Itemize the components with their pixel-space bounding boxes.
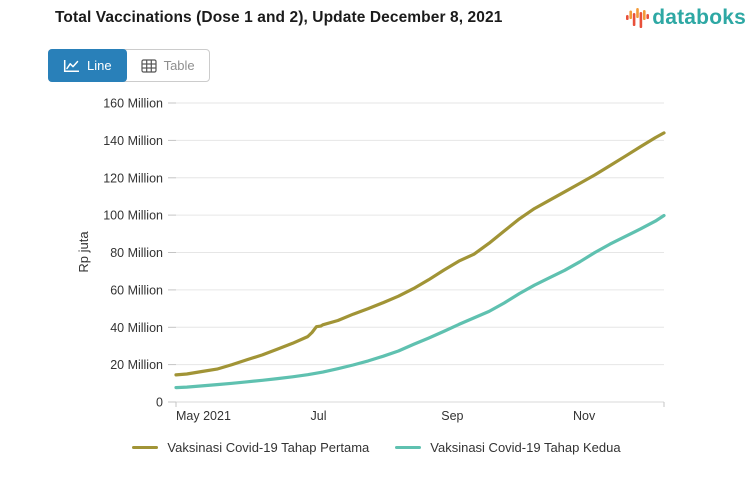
- page-title: Total Vaccinations (Dose 1 and 2), Updat…: [55, 9, 503, 26]
- chart-legend: Vaksinasi Covid-19 Tahap Pertama Vaksinas…: [0, 440, 753, 455]
- table-view-label: Table: [163, 58, 195, 73]
- x-axis-tick-label: Sep: [441, 409, 463, 423]
- x-axis-tick-label: May 2021: [176, 409, 231, 423]
- line-chart-icon: [63, 59, 79, 72]
- x-axis-tick-label: Nov: [573, 409, 596, 423]
- logo-bar: [646, 14, 650, 19]
- line-view-label: Line: [87, 58, 112, 73]
- y-axis-tick-label: 60 Million: [110, 283, 163, 297]
- logo-bar: [633, 13, 636, 26]
- vaccination-line-chart: Rp juta 0 20 Million 40 Million 60 Million 8…: [76, 97, 666, 423]
- y-axis-tick-label: 0: [156, 396, 163, 410]
- y-axis-tick-label: 100 Million: [103, 209, 163, 223]
- series-line-1[interactable]: [174, 131, 666, 377]
- series-line-2[interactable]: [174, 213, 666, 390]
- y-axis-tick-label: 40 Million: [110, 321, 163, 335]
- line-view-button[interactable]: Line: [48, 49, 127, 82]
- legend-dash: [395, 446, 422, 449]
- x-axis-tick-label: Jul: [311, 409, 327, 423]
- legend-item[interactable]: Vaksinasi Covid-19 Tahap Kedua: [395, 440, 621, 455]
- logo-bar: [636, 8, 640, 18]
- logo-bar: [626, 15, 629, 20]
- y-axis-tick-label: 20 Million: [110, 358, 163, 372]
- table-view-button[interactable]: Table: [127, 50, 209, 81]
- databoks-logo[interactable]: databoks: [626, 5, 746, 31]
- y-axis-tick-label: 80 Million: [110, 246, 163, 260]
- logo-bar: [629, 10, 633, 19]
- table-grid-icon: [140, 58, 157, 73]
- y-axis-tick-label: 140 Million: [103, 134, 163, 148]
- legend-label: Vaksinasi Covid-19 Tahap Pertama: [167, 440, 370, 455]
- legend-item[interactable]: Vaksinasi Covid-19 Tahap Pertama: [132, 440, 369, 455]
- databoks-logo-text: databoks: [652, 6, 746, 29]
- databoks-pulse-icon: [626, 8, 650, 28]
- legend-dash: [132, 446, 159, 449]
- y-axis-tick-label: 160 Million: [103, 97, 163, 111]
- y-axis-tick-label: 120 Million: [103, 171, 163, 185]
- logo-bar: [639, 12, 643, 28]
- logo-bar: [643, 10, 646, 20]
- view-toggle-group: Line Table: [48, 49, 210, 82]
- legend-label: Vaksinasi Covid-19 Tahap Kedua: [430, 440, 621, 455]
- y-axis-title: Rp juta: [76, 231, 91, 273]
